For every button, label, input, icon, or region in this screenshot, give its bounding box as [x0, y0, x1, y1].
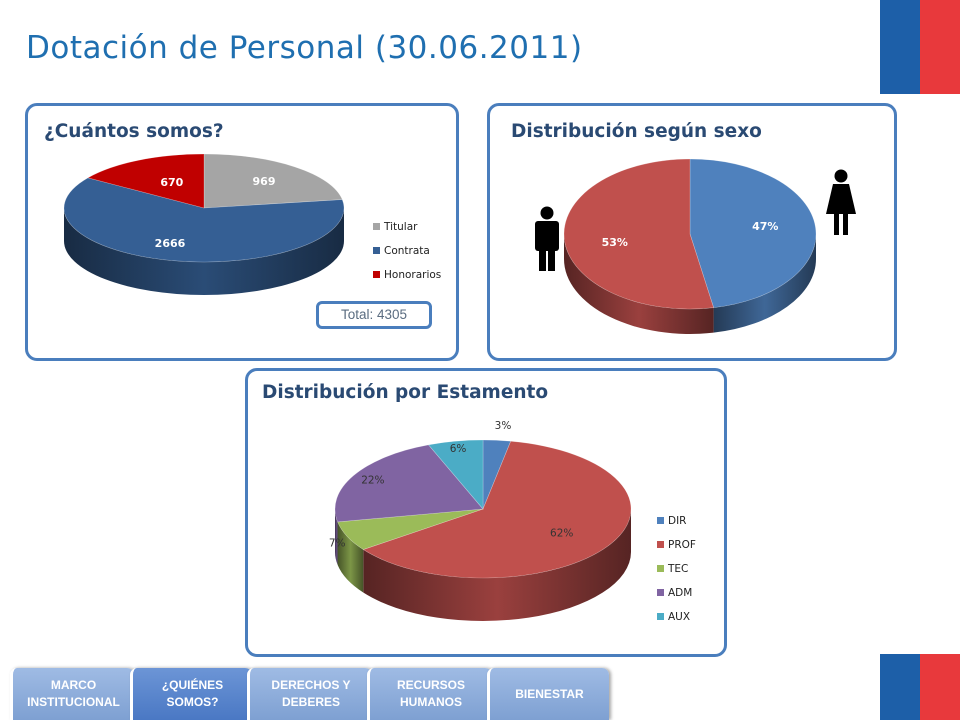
data-label-contrata: 2666 [155, 237, 186, 250]
data-label-honorarios: 670 [160, 176, 183, 189]
pie-chart-estamento: 3% 62% 7% 22% 6% DIR PROF TEC ADM AUX [329, 420, 696, 623]
pie-slice-hombres [563, 158, 715, 310]
data-label-dir: 3% [495, 420, 512, 432]
data-label-mujeres: 47% [752, 220, 778, 233]
legend-swatch-tec [657, 565, 664, 572]
legend-label-aux: AUX [668, 611, 690, 623]
nav-tab-bienestar[interactable]: BIENESTAR [487, 668, 609, 720]
legend-swatch-honorarios [373, 271, 380, 278]
legend-swatch-titular [373, 223, 380, 230]
pie-slice-prof [362, 440, 632, 579]
pie-side-contrata [64, 208, 344, 295]
data-label-prof: 62% [550, 527, 573, 539]
pie-side-adm [335, 509, 338, 565]
legend-swatch-adm [657, 589, 664, 596]
data-label-tec: 7% [329, 537, 346, 549]
nav-tab-recursos-humanos[interactable]: RECURSOS HUMANOS [367, 668, 492, 720]
nav-tab-marco-institucional[interactable]: MARCO INSTITUCIONAL [10, 668, 134, 720]
pie-side-tec [337, 521, 364, 593]
data-label-titular: 969 [253, 175, 276, 188]
pie-chart-cuantos: 969 2666 670 Titular Contrata Honorarios [63, 153, 441, 295]
legend-swatch-prof [657, 541, 664, 548]
pie-slice-adm [334, 444, 484, 523]
nav-tab-derechos-y-deberes[interactable]: DERECHOS Y DEBERES [247, 668, 372, 720]
legend-label-titular: Titular [383, 221, 418, 233]
panel-title-sexo: Distribución según sexo [511, 121, 762, 142]
pie-slice-tec [337, 508, 484, 550]
legend-label-tec: TEC [667, 563, 688, 575]
data-label-aux: 6% [450, 443, 467, 455]
pie-slice-honorarios [87, 153, 205, 209]
pie-slice-contrata [63, 177, 345, 263]
data-label-adm: 22% [361, 475, 384, 487]
legend-label-adm: ADM [668, 587, 692, 599]
legend-label-contrata: Contrata [384, 245, 430, 257]
pie-side-mujeres [713, 234, 816, 333]
female-figure-icon [826, 169, 856, 235]
total-box: Total: 4305 [316, 301, 432, 329]
pie-slice-dir [482, 439, 512, 510]
page-title: Dotación de Personal (30.06.2011) [26, 30, 583, 66]
panel-title-cuantos: ¿Cuántos somos? [44, 121, 224, 142]
pie-slice-mujeres [689, 158, 817, 308]
pie-side-hombres [564, 234, 714, 334]
flag-bottom [880, 654, 960, 720]
data-label-hombres: 53% [602, 236, 628, 249]
panel-title-estamento: Distribución por Estamento [262, 382, 549, 403]
legend-swatch-contrata [373, 247, 380, 254]
pie-slice-aux [427, 439, 484, 510]
legend-swatch-dir [657, 517, 664, 524]
nav-tab-qui-nes-somos[interactable]: ¿QUIÉNES SOMOS? [130, 668, 252, 720]
pie-side-prof [363, 509, 631, 621]
male-figure-icon [535, 206, 559, 271]
legend-label-honorarios: Honorarios [384, 269, 441, 281]
legend-label-prof: PROF [668, 539, 696, 551]
flag-top [880, 0, 960, 94]
legend-label-dir: DIR [668, 515, 686, 527]
pie-chart-sexo: 47% 53% [535, 158, 856, 334]
legend-swatch-aux [657, 613, 664, 620]
pie-slice-titular [203, 153, 343, 209]
